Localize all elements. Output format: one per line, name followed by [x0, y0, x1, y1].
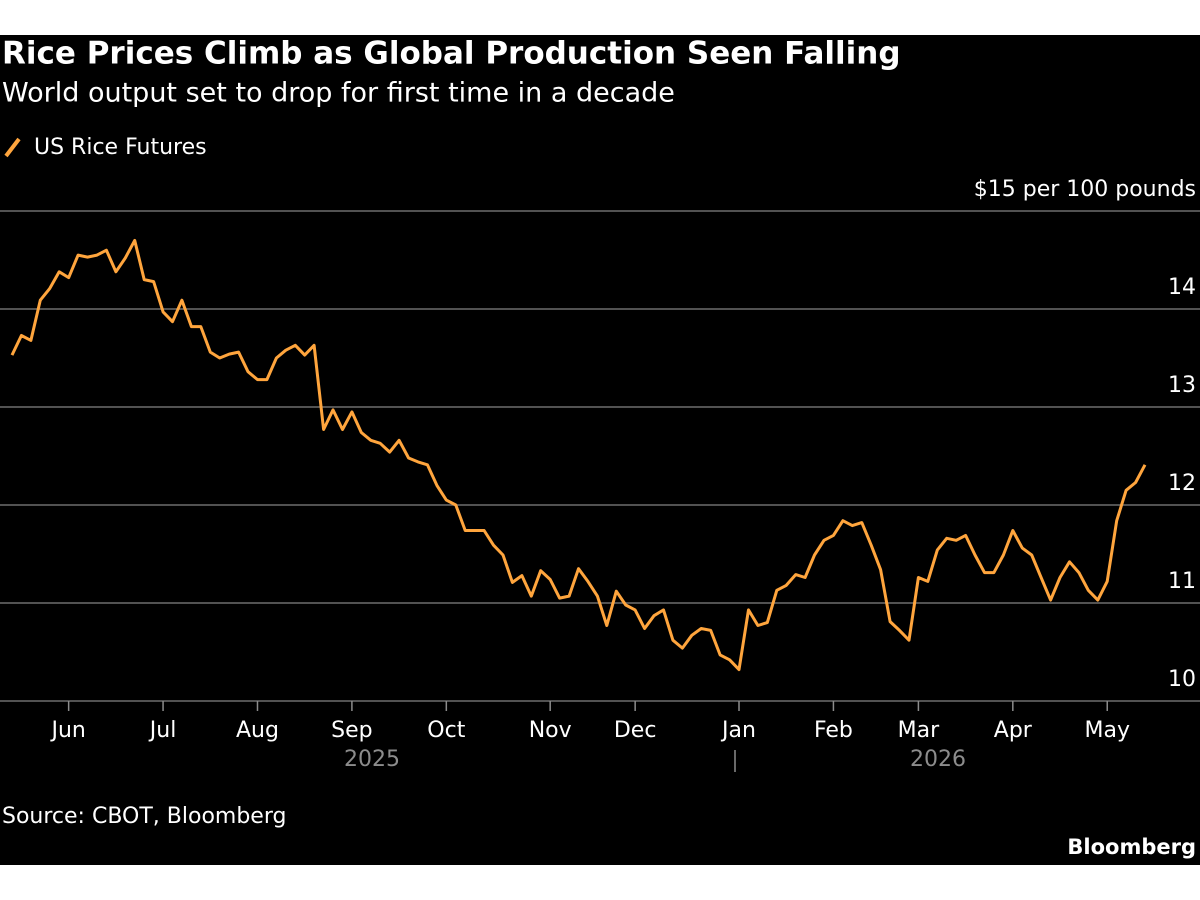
- x-tick-label: Jun: [49, 718, 85, 743]
- legend-label: US Rice Futures: [34, 135, 207, 160]
- y-tick-label: 10: [1168, 667, 1196, 692]
- x-tick-label: Jul: [148, 718, 177, 743]
- x-tick-label: Mar: [898, 718, 940, 743]
- x-tick-label: Aug: [236, 718, 279, 743]
- background: [0, 35, 1200, 865]
- price-line: [10, 238, 1147, 672]
- year-label: 2026: [910, 747, 966, 772]
- year-label: 2025: [344, 747, 400, 772]
- y-tick-label: 14: [1168, 275, 1196, 300]
- y-tick-label: 12: [1168, 471, 1196, 496]
- source: Source: CBOT, Bloomberg: [2, 804, 286, 829]
- legend-swatch: [4, 137, 21, 158]
- logo: Bloomberg: [1067, 835, 1196, 859]
- x-tick-label: Jan: [720, 718, 756, 743]
- x-tick-label: Oct: [427, 718, 465, 743]
- x-tick-label: May: [1084, 718, 1129, 743]
- y-tick-label: 11: [1168, 569, 1196, 594]
- x-tick-label: Sep: [331, 718, 372, 743]
- y-tick-label: $15 per 100 pounds: [974, 177, 1196, 202]
- chart-subtitle: World output set to drop for first time …: [2, 78, 675, 109]
- chart-title: Rice Prices Climb as Global Production S…: [2, 36, 901, 72]
- x-tick-label: Apr: [994, 718, 1033, 743]
- x-tick-label: Dec: [614, 718, 657, 743]
- y-tick-label: 13: [1168, 373, 1196, 398]
- x-tick-label: Feb: [814, 718, 853, 743]
- x-tick-label: Nov: [529, 718, 572, 743]
